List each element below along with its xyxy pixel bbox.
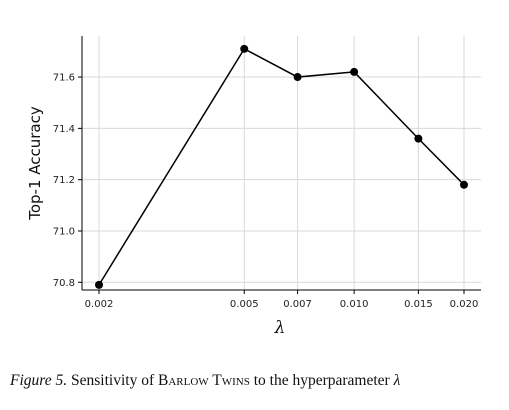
data-point (293, 73, 302, 82)
figure-caption: Figure 5. Sensitivity of Barlow Twins to… (10, 372, 505, 390)
x-tick-label: 0.005 (230, 299, 259, 310)
line-chart: 0.002 0.005 0.007 0.010 0.015 0.020 70.871.07… (26, 36, 481, 338)
caption-text-after: to the hyperparameter (249, 372, 394, 389)
y-tick-label: 71.4 (53, 124, 75, 135)
caption-method-name: Barlow Twins (157, 372, 250, 389)
x-axis-ticks: 0.002 0.005 0.007 0.010 0.015 0.020 (85, 290, 479, 310)
y-tick-label: 71.6 (53, 73, 75, 84)
y-tick-label: 70.8 (53, 278, 75, 289)
series-line (98, 47, 465, 286)
y-axis-ticks: 70.8 71.0 71.2 71.4 71.6 (53, 73, 82, 289)
y-tick-label: 71.2 (53, 175, 75, 186)
y-axis-label: Top-1 Accuracy (26, 106, 44, 221)
x-tick-label: 0.020 (450, 299, 479, 310)
x-axis-label: λ (274, 318, 286, 338)
x-tick-label: 0.007 (283, 299, 312, 310)
y-tick-label: 71.0 (53, 226, 75, 237)
x-tick-label: 0.010 (340, 299, 369, 310)
data-points (95, 44, 468, 289)
data-point (414, 134, 423, 143)
data-point (350, 67, 359, 76)
grid-lines (82, 36, 481, 290)
axes (81, 36, 481, 291)
caption-symbol: λ (393, 372, 401, 389)
caption-text-before: Sensitivity of (67, 372, 158, 389)
data-point (95, 280, 103, 289)
data-point (460, 180, 468, 189)
x-tick-label: 0.002 (85, 299, 114, 310)
data-point (240, 44, 249, 53)
x-tick-label: 0.015 (404, 299, 433, 310)
caption-label: Figure 5. (10, 372, 68, 389)
